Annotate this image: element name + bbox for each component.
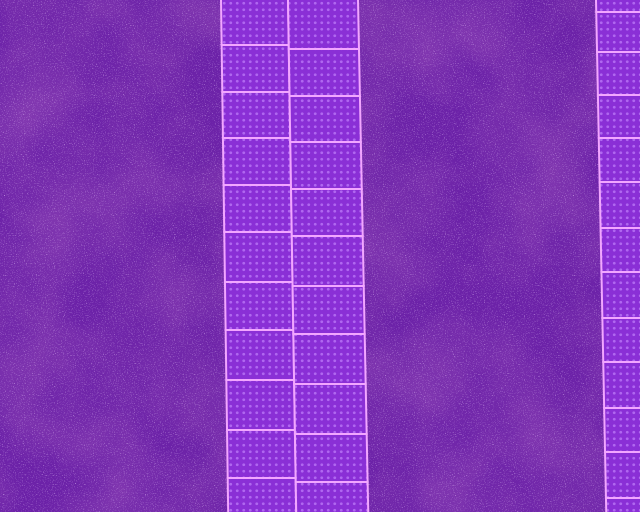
panel-module [226, 477, 298, 512]
panel-module [602, 361, 640, 409]
panel-module [287, 48, 361, 97]
panel-module [599, 227, 640, 273]
panel-module [288, 95, 362, 143]
solar-panels [219, 0, 640, 512]
panel-module [603, 407, 640, 453]
panel-module [595, 11, 640, 53]
panel-module [597, 137, 640, 183]
panel-module [594, 0, 640, 13]
panel-module [223, 231, 294, 283]
panel-module [596, 94, 640, 139]
panel-module [604, 451, 640, 499]
panel-module [601, 317, 640, 363]
panel-module [294, 481, 370, 512]
panel-module [219, 0, 290, 46]
panel-module [225, 379, 296, 431]
panel-module [289, 141, 363, 190]
panel-module [221, 91, 292, 139]
panel-module [222, 184, 293, 233]
panel-module [220, 44, 291, 93]
panel-module [600, 271, 640, 319]
panel-module [291, 285, 366, 335]
panel-module [596, 51, 640, 96]
panel-module [604, 497, 640, 512]
panel-module [293, 433, 369, 483]
panel-module [221, 137, 292, 186]
panel-module [290, 235, 365, 287]
panel-module [224, 329, 296, 381]
panel-module [292, 333, 367, 385]
panel-module [226, 429, 297, 479]
panel-module [598, 181, 640, 229]
panel-module [286, 0, 361, 50]
panel-module [293, 383, 368, 435]
panel-module [223, 281, 295, 331]
panel-module [290, 188, 364, 237]
